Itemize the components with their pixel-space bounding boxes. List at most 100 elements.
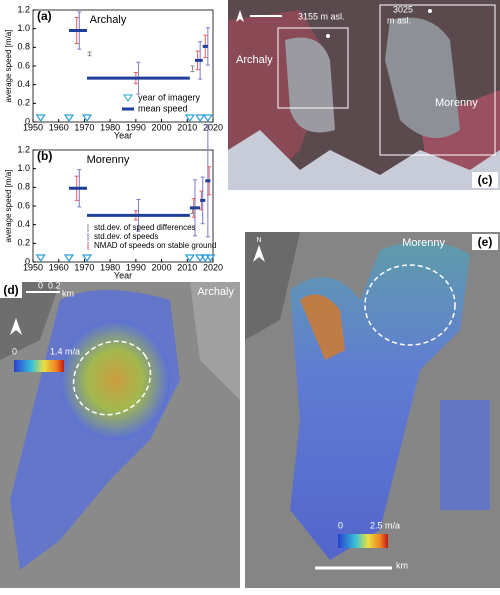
- north-arrow: [236, 10, 244, 22]
- y-tick-label: 0: [25, 256, 30, 266]
- imagery-marker: [35, 114, 46, 123]
- north-arrow: [10, 318, 22, 335]
- label-box: [0, 282, 22, 298]
- colorbar-max: 2.5 m/a: [370, 520, 400, 530]
- x-tick-label: 1960: [49, 122, 69, 132]
- x-tick-label: 2020: [203, 262, 223, 272]
- peak: [428, 9, 432, 13]
- imagery-marker: [195, 114, 206, 123]
- outline: [364, 264, 456, 346]
- label-box: [472, 172, 498, 188]
- x-tick-label: 2010: [177, 122, 197, 132]
- colorbar: [14, 360, 64, 372]
- panel-label: (a): [37, 9, 52, 23]
- glacier-name: Archaly: [197, 286, 234, 298]
- imagery-marker: [63, 254, 75, 263]
- x-tick-label: 1950: [23, 262, 43, 272]
- imagery-marker: [184, 114, 195, 123]
- colorbar-max: 1.4 m/a: [50, 346, 80, 356]
- scale-unit: km: [62, 288, 74, 298]
- elevation-label: m asl.: [387, 15, 411, 25]
- imagery-marker: [184, 254, 195, 263]
- x-tick-label: 2000: [152, 262, 172, 272]
- y-tick-label: 0.8: [17, 42, 30, 52]
- chart-title: Archaly: [90, 14, 127, 26]
- imagery-marker: [200, 254, 211, 263]
- x-tick-label: 1990: [126, 122, 146, 132]
- colorbar-min: 0: [338, 520, 343, 530]
- imagery-marker: [63, 114, 75, 123]
- velocity-field: [440, 400, 490, 510]
- panel-label: (e): [478, 235, 493, 249]
- legend-label: year of imagery: [138, 92, 201, 102]
- north-arrow: [253, 245, 265, 262]
- panel-label: (b): [37, 149, 52, 163]
- legend-label: std.dev. of speeds: [94, 232, 158, 241]
- label-box: [472, 234, 498, 250]
- north-label: N: [256, 237, 261, 244]
- terrain: [190, 282, 240, 400]
- glacier-name: Morenny: [402, 237, 445, 249]
- x-axis-label: Year: [114, 130, 132, 140]
- imagery-marker: [81, 254, 93, 263]
- scale-label: 0.2: [48, 280, 61, 290]
- y-tick-label: 1.0: [17, 163, 30, 173]
- y-axis-label: average speed [m/a]: [4, 170, 13, 243]
- x-tick-label: 1980: [100, 262, 120, 272]
- y-tick-label: 0: [25, 116, 30, 126]
- panel-label: (d): [3, 283, 18, 297]
- panel-d: (d) 0 0.2 km Archaly 0 1.4 m/a: [0, 280, 240, 588]
- x-tick-label: 2020: [203, 122, 223, 132]
- y-tick-label: 0.4: [17, 79, 30, 89]
- x-axis-label: Year: [114, 270, 132, 280]
- imagery-marker: [81, 114, 93, 123]
- glacier: [385, 17, 460, 138]
- y-tick-label: 1.0: [17, 23, 30, 33]
- y-tick-label: 0.6: [17, 200, 30, 210]
- outline: [72, 340, 152, 416]
- glacier: [285, 37, 335, 133]
- velocity-core: [300, 294, 345, 360]
- y-tick-label: 0.2: [17, 98, 30, 108]
- legend-marker: [123, 94, 133, 102]
- chart-title: Morenny: [87, 154, 130, 166]
- x-tick-label: 2000: [152, 122, 172, 132]
- panel-c: 3155 m asl. 3025 m asl. Archaly Morenny …: [228, 0, 500, 190]
- panel-label: (c): [478, 173, 493, 187]
- y-tick-label: 0.6: [17, 60, 30, 70]
- imagery-marker: [202, 114, 213, 123]
- elevation-label: 3155 m asl.: [298, 11, 345, 21]
- colorbar-min: 0: [12, 346, 17, 356]
- x-tick-label: 1950: [23, 122, 43, 132]
- snow: [228, 130, 500, 190]
- terrain: [245, 232, 300, 340]
- glacier-name: Morenny: [435, 97, 478, 109]
- legend-label: std.dev. of speed differences: [94, 223, 196, 232]
- scale-unit: km: [396, 560, 408, 570]
- peak: [326, 34, 330, 38]
- terrain: [0, 282, 60, 360]
- y-tick-label: 1.2: [17, 4, 30, 14]
- imagery-marker: [205, 254, 216, 263]
- inset-box: [277, 27, 349, 109]
- y-tick-label: 0.4: [17, 219, 30, 229]
- y-tick-label: 0.2: [17, 238, 30, 248]
- scale-label: 0: [38, 280, 43, 290]
- y-axis-label: average speed [m/a]: [4, 30, 13, 103]
- colorbar: [338, 534, 388, 548]
- x-tick-label: 1960: [49, 262, 69, 272]
- x-tick-label: 1970: [74, 262, 94, 272]
- glacier-name: Archaly: [236, 54, 273, 66]
- y-tick-label: 1.2: [17, 144, 30, 154]
- elevation-label: 3025: [393, 4, 413, 14]
- x-tick-label: 1970: [74, 122, 94, 132]
- x-tick-label: 1980: [100, 122, 120, 132]
- x-tick-label: 1990: [126, 262, 146, 272]
- legend-label: mean speed: [138, 103, 188, 113]
- x-tick-label: 2010: [177, 262, 197, 272]
- velocity-core: [60, 320, 170, 440]
- imagery-marker: [195, 254, 206, 263]
- panel-e: N Morenny (e) 0 2.5 m/a km: [245, 232, 500, 588]
- y-tick-label: 0.8: [17, 182, 30, 192]
